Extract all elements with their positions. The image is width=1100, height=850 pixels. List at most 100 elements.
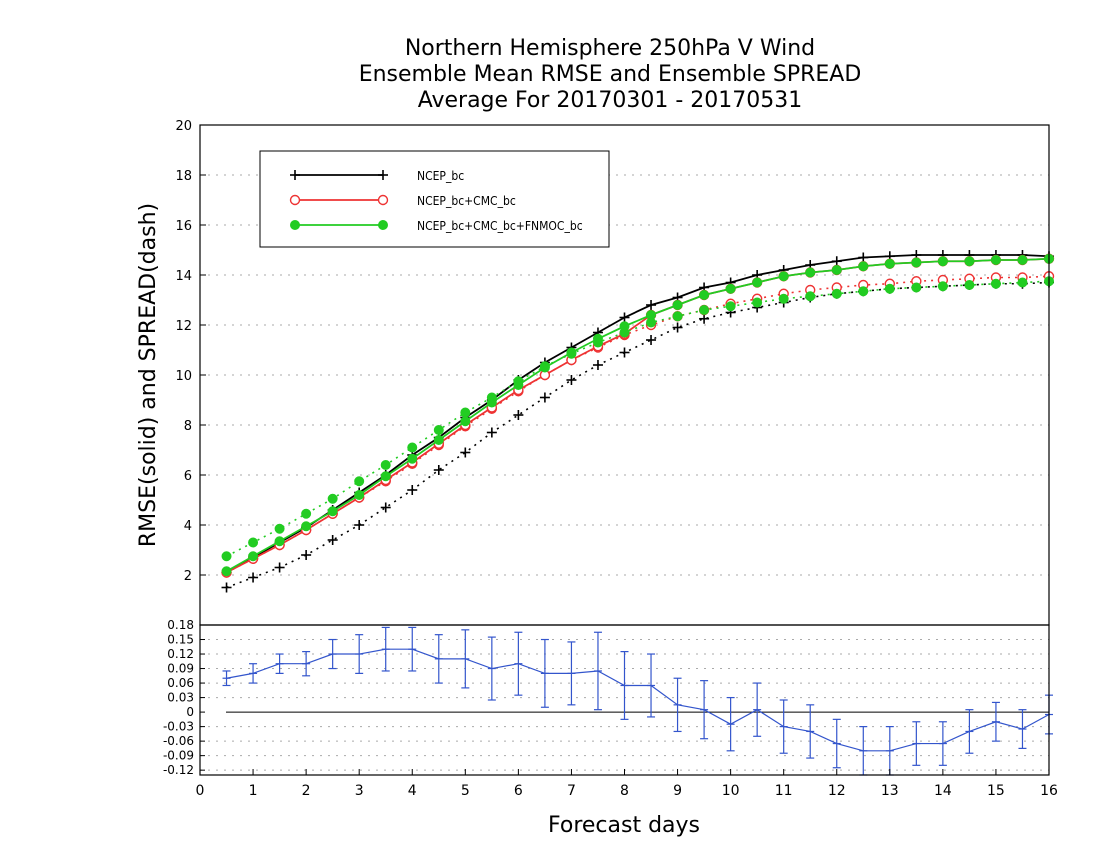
error-bar	[700, 680, 709, 740]
bottom-panel-y-ticks: 0.180.150.120.090.060.030-0.03-0.06-0.09…	[163, 618, 205, 777]
data-point	[354, 476, 365, 487]
data-point	[407, 442, 418, 453]
data-point	[290, 220, 300, 230]
data-point	[911, 257, 922, 268]
chart-title-line-2: Ensemble Mean RMSE and Ensemble SPREAD	[358, 62, 862, 87]
error-bar	[620, 651, 629, 720]
data-point	[221, 582, 232, 593]
data-point	[725, 283, 736, 294]
error-bar	[302, 651, 311, 677]
legend-item: NCEP_bc+CMC_bc	[289, 194, 516, 208]
error-bar	[753, 682, 762, 737]
data-point	[301, 550, 312, 560]
error-bar	[487, 636, 496, 701]
data-point	[301, 521, 312, 532]
error-bar	[328, 638, 337, 670]
error-bar	[726, 696, 735, 752]
data-point	[778, 293, 789, 304]
data-point	[248, 572, 259, 583]
data-point	[805, 291, 816, 302]
x-tick-label: 2	[302, 783, 311, 799]
x-tick-label: 9	[673, 783, 682, 799]
top-panel-y-ticks: 2 4 6 8 10 12 14 16 18 20	[175, 119, 206, 584]
error-bar	[673, 677, 682, 733]
difference-line	[226, 648, 1050, 752]
chart-title-line-1: Northern Hemisphere 250hPa V Wind	[404, 36, 816, 61]
error-bar	[991, 701, 1000, 742]
error-bar	[355, 634, 364, 674]
legend-label: NCEP_bc+CMC_bc+FNMOC_bc	[417, 219, 583, 233]
data-point	[858, 261, 869, 272]
data-point	[646, 310, 657, 320]
bottom-panel-series	[222, 626, 1053, 776]
data-point	[327, 535, 338, 545]
series-0	[221, 250, 1054, 593]
y-tick-label: 0.09	[167, 662, 194, 676]
x-tick-label: 10	[722, 783, 740, 799]
data-point	[354, 520, 365, 530]
y-tick-label: 0.12	[167, 647, 194, 661]
error-bar	[567, 641, 576, 706]
error-bar	[859, 726, 868, 776]
data-point	[486, 427, 497, 438]
data-point	[378, 170, 388, 180]
data-point	[646, 300, 657, 310]
legend-box	[259, 150, 610, 248]
data-point	[433, 425, 444, 435]
error-bar	[249, 663, 258, 684]
y-tick-label: 16	[175, 219, 192, 234]
data-point	[831, 265, 842, 275]
x-tick-label: 0	[196, 783, 205, 799]
spread-line	[226, 281, 1050, 589]
data-point	[805, 267, 816, 278]
data-point	[460, 447, 471, 458]
error-bar	[222, 670, 231, 687]
legend-label: NCEP_bc+CMC_bc	[417, 194, 516, 208]
x-tick-label: 14	[934, 783, 952, 799]
chart-title-line-3: Average For 20170301 - 20170531	[417, 88, 803, 113]
y-tick-label: 12	[175, 319, 192, 334]
data-point	[566, 375, 577, 385]
data-point	[289, 194, 301, 206]
data-point	[460, 407, 471, 418]
x-tick-label: 1	[249, 783, 258, 799]
data-point	[699, 305, 710, 315]
error-bar	[885, 726, 894, 776]
data-point	[752, 297, 763, 308]
data-point	[380, 471, 391, 482]
error-bar	[1018, 709, 1027, 749]
x-tick-label: 13	[881, 783, 899, 799]
data-point	[592, 360, 603, 370]
y-tick-label: -0.06	[163, 734, 194, 748]
data-point	[619, 347, 630, 358]
data-point	[380, 460, 391, 470]
y-tick-label: -0.03	[163, 720, 194, 734]
data-point	[699, 313, 710, 324]
error-bar	[461, 629, 470, 689]
error-bar	[408, 626, 417, 672]
data-point	[486, 397, 497, 408]
data-point	[752, 277, 763, 288]
spread-line	[226, 280, 1050, 557]
error-bar	[912, 721, 921, 766]
data-point	[566, 347, 577, 358]
y-tick-label: 0.03	[167, 691, 194, 705]
data-point	[831, 256, 842, 267]
data-point	[221, 551, 232, 562]
x-axis-label: Forecast days	[548, 813, 700, 838]
y-tick-label: 10	[175, 369, 192, 384]
data-point	[354, 490, 365, 500]
data-point	[646, 335, 657, 345]
rmse-line	[226, 257, 1050, 574]
data-point	[990, 255, 1001, 265]
data-point	[327, 493, 338, 504]
y-tick-label: 6	[184, 469, 192, 484]
data-point	[539, 392, 550, 403]
data-point	[725, 301, 736, 312]
y-tick-label: 2	[184, 569, 192, 584]
data-point	[778, 271, 789, 282]
error-bar	[275, 653, 284, 674]
data-point	[274, 562, 285, 573]
data-point	[290, 170, 300, 180]
